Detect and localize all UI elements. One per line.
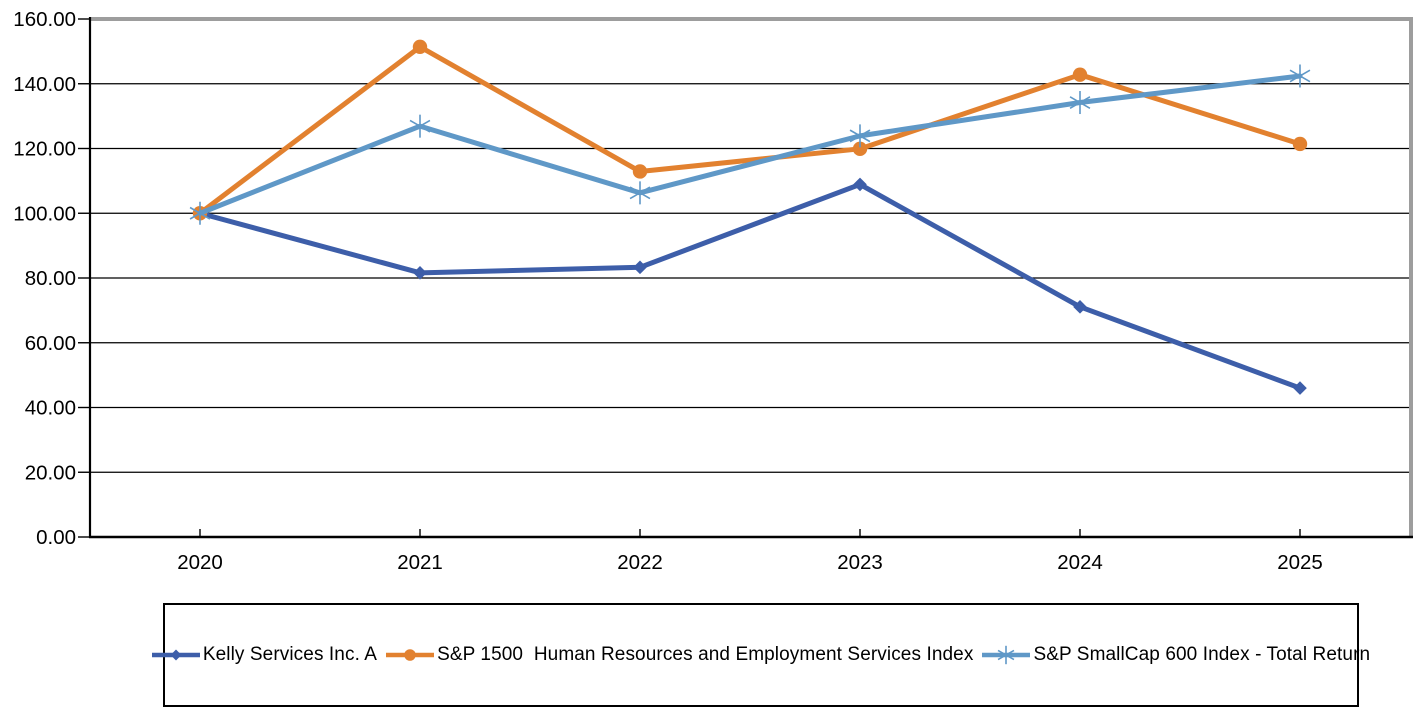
series-0-marker-2023 (853, 177, 867, 192)
kelly-series-marker-icon (151, 649, 200, 661)
legend-label-sp-smallcap600: S&P SmallCap 600 Index - Total Return (1033, 644, 1371, 665)
y-axis-label: 20.00 (25, 461, 76, 484)
legend-label-sp1500-hr-index: S&P 1500 Human Resources and Employment … (437, 644, 974, 665)
series-2-marker-2022 (629, 181, 651, 205)
series-2-marker-2024 (1069, 91, 1091, 115)
legend-entry-kelly-services: Kelly Services Inc. A (151, 644, 378, 666)
y-axis-label: 0.00 (36, 526, 76, 549)
x-axis-label: 2025 (1277, 551, 1323, 574)
series-line-0 (197, 181, 1303, 391)
y-axis-label: 140.00 (13, 73, 76, 96)
series-2-marker-2023 (849, 124, 871, 148)
legend-marker-glyph (404, 649, 416, 661)
series-1-marker-2023 (852, 141, 868, 157)
series-line-2 (197, 73, 1303, 216)
y-axis-label: 60.00 (25, 332, 76, 355)
series-2-marker-2021 (409, 114, 431, 138)
legend-entry-sp1500-hr-index: S&P 1500 Human Resources and Employment … (386, 644, 973, 666)
legend-label-kelly-services: Kelly Services Inc. A (202, 644, 378, 665)
series-1-marker-2022 (632, 164, 648, 179)
y-axis-label: 160.00 (13, 8, 76, 31)
sp1500-series-marker-icon (386, 649, 435, 661)
x-axis-label: 2022 (617, 551, 663, 574)
chart-legend: Kelly Services Inc. A S&P 1500 Human Res… (151, 603, 1370, 707)
legend-marker-glyph (998, 645, 1015, 665)
series-0-marker-2022 (633, 260, 647, 275)
series-1-marker-2025 (1292, 136, 1308, 152)
legend-entry-sp-smallcap600: S&P SmallCap 600 Index - Total Return (982, 644, 1370, 666)
x-axis-label: 2021 (397, 551, 443, 574)
series-0-marker-2024 (1073, 300, 1087, 314)
series-2-marker-2020 (189, 201, 211, 225)
y-axis-label: 120.00 (13, 138, 76, 161)
y-axis-label: 80.00 (25, 267, 76, 290)
line-chart-canvas: 0.00 20.00 40.00 60.00 80.00 100.00 120.00 140.… (13, 8, 1413, 574)
smallcap600-series-marker-icon (982, 645, 1031, 665)
series-0-marker-2021 (413, 266, 427, 280)
x-axis-label: 2024 (1057, 551, 1103, 574)
series-line-1 (197, 44, 1303, 216)
series-1-marker-2024 (1072, 67, 1088, 82)
y-axis-label: 100.00 (13, 202, 76, 225)
x-axis-label: 2023 (837, 551, 883, 574)
x-axis-label: 2020 (177, 551, 223, 574)
series-1-marker-2021 (412, 39, 428, 55)
series-2-marker-2025 (1289, 64, 1311, 88)
legend-marker-glyph (170, 649, 182, 661)
y-axis-label: 40.00 (25, 397, 76, 420)
series-0-marker-2025 (1293, 381, 1307, 395)
